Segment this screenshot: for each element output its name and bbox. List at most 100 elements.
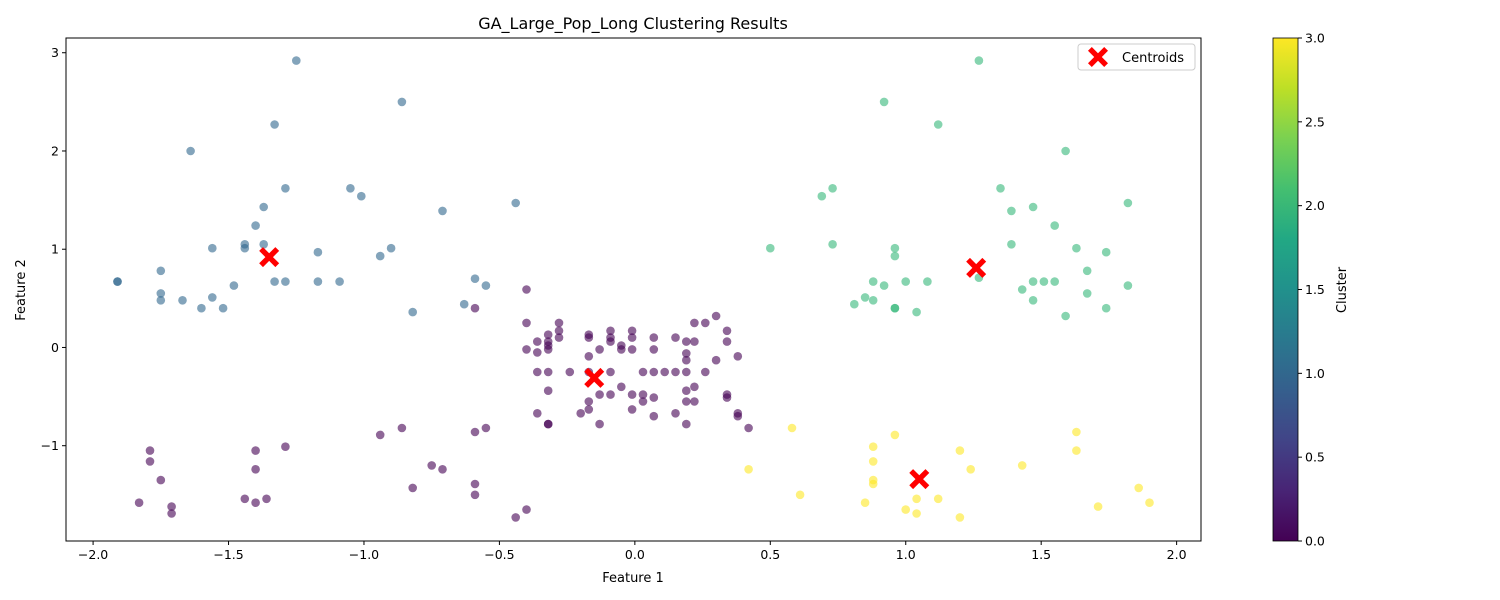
data-point-cluster-0 [584, 333, 594, 342]
data-point-cluster-0 [543, 345, 553, 354]
centroid-layer [259, 247, 987, 490]
data-point-cluster-0 [262, 494, 271, 504]
data-point-cluster-0 [522, 505, 531, 514]
data-point-cluster-0 [251, 446, 260, 455]
data-point-cluster-1 [208, 293, 217, 302]
x-tick-label: 0.5 [760, 547, 780, 562]
data-point-cluster-0 [533, 337, 542, 346]
centroid-marker [259, 247, 280, 268]
data-point-cluster-0 [617, 345, 626, 354]
data-point-cluster-1 [386, 243, 396, 253]
data-point-cluster-2 [1028, 277, 1038, 286]
data-point-cluster-2 [890, 303, 900, 313]
data-point-cluster-2 [1039, 277, 1049, 286]
data-point-cluster-0 [134, 498, 144, 508]
data-point-cluster-1 [251, 221, 260, 230]
y-tick-label: 1 [51, 242, 59, 257]
data-point-cluster-1 [197, 303, 206, 313]
data-point-cluster-1 [292, 56, 301, 65]
data-point-cluster-0 [522, 318, 531, 328]
data-point-cluster-0 [543, 367, 553, 377]
data-point-cluster-3 [955, 446, 965, 455]
centroid-marker [966, 257, 987, 278]
data-point-cluster-3 [868, 442, 878, 452]
colorbar-tick-label: 2.5 [1305, 114, 1325, 129]
data-point-cluster-1 [281, 277, 290, 286]
data-point-cluster-3 [868, 479, 878, 489]
data-point-cluster-1 [481, 281, 491, 290]
data-point-cluster-2 [1028, 202, 1038, 212]
data-point-cluster-0 [167, 502, 176, 511]
data-point-cluster-0 [511, 513, 520, 522]
colorbar-ticks: 0.0 0.5 1.0 1.5 2.0 2.5 3.0 [1298, 31, 1325, 549]
data-point-cluster-0 [543, 330, 553, 340]
data-point-cluster-1 [270, 120, 279, 129]
data-point-cluster-1 [511, 198, 520, 208]
data-point-cluster-1 [397, 97, 407, 107]
data-point-cluster-0 [744, 423, 753, 433]
data-point-cluster-2 [868, 296, 878, 305]
x-tick-label: −1.5 [213, 547, 243, 562]
data-point-cluster-1 [259, 202, 269, 212]
data-point-cluster-0 [595, 345, 604, 354]
legend-centroid-marker [1088, 47, 1108, 67]
data-point-cluster-2 [1050, 221, 1059, 230]
x-tick-label: −1.0 [349, 547, 379, 562]
data-point-cluster-0 [584, 352, 594, 361]
y-tick-label: 3 [51, 45, 59, 60]
data-point-cluster-0 [682, 367, 691, 377]
x-tick-label: −0.5 [484, 547, 514, 562]
data-point-cluster-0 [649, 393, 659, 402]
data-point-cluster-0 [470, 490, 480, 500]
centroid-marker [584, 367, 605, 388]
data-point-cluster-1 [335, 277, 344, 286]
data-point-cluster-0 [649, 367, 659, 377]
colorbar: 0.0 0.5 1.0 1.5 2.0 2.5 3.0 Cluster [1272, 31, 1350, 549]
legend-centroid-icon [1088, 47, 1108, 67]
data-point-cluster-0 [701, 367, 710, 377]
data-point-cluster-2 [1101, 247, 1111, 257]
data-point-cluster-2 [828, 184, 837, 193]
data-point-cluster-2 [1123, 281, 1133, 290]
data-point-cluster-0 [682, 386, 691, 396]
data-point-cluster-0 [156, 475, 166, 485]
data-point-cluster-0 [682, 349, 691, 358]
data-point-cluster-0 [470, 427, 480, 437]
data-point-cluster-0 [554, 333, 564, 342]
data-point-cluster-2 [1123, 198, 1133, 208]
legend: Centroids [1077, 43, 1196, 71]
data-point-cluster-0 [638, 390, 648, 399]
y-tick-label: −1 [41, 438, 59, 453]
data-point-cluster-0 [722, 337, 732, 346]
data-point-cluster-2 [933, 120, 943, 129]
data-point-cluster-0 [584, 397, 594, 406]
data-point-cluster-1 [186, 146, 195, 156]
y-axis-title: Feature 2 [14, 259, 29, 321]
data-point-cluster-3 [1017, 461, 1027, 470]
data-point-cluster-3 [860, 498, 870, 508]
data-point-cluster-0 [690, 397, 699, 406]
data-point-cluster-0 [438, 465, 447, 474]
data-point-cluster-0 [481, 423, 491, 433]
data-point-cluster-0 [701, 318, 710, 328]
data-point-cluster-0 [251, 498, 260, 508]
data-point-cluster-2 [1101, 303, 1111, 313]
data-point-cluster-3 [1093, 502, 1103, 511]
data-point-cluster-3 [890, 430, 900, 440]
data-point-cluster-0 [671, 409, 680, 418]
data-point-cluster-1 [346, 184, 355, 193]
data-point-cluster-0 [690, 337, 699, 346]
data-point-cluster-0 [690, 382, 699, 392]
data-point-cluster-2 [1028, 296, 1038, 305]
data-point-cluster-3 [901, 505, 910, 514]
data-point-cluster-0 [595, 390, 604, 399]
data-point-cluster-3 [1072, 427, 1081, 437]
data-point-cluster-3 [1145, 498, 1154, 508]
data-point-cluster-2 [1017, 285, 1027, 294]
data-point-cluster-3 [933, 494, 943, 504]
data-point-cluster-0 [682, 397, 691, 406]
data-point-cluster-0 [682, 419, 691, 429]
x-axis: −2.0 −1.5 −1.0 −0.5 0.0 0.5 1.0 1.5 2.0 [78, 541, 1187, 562]
data-point-cluster-2 [1061, 146, 1070, 156]
